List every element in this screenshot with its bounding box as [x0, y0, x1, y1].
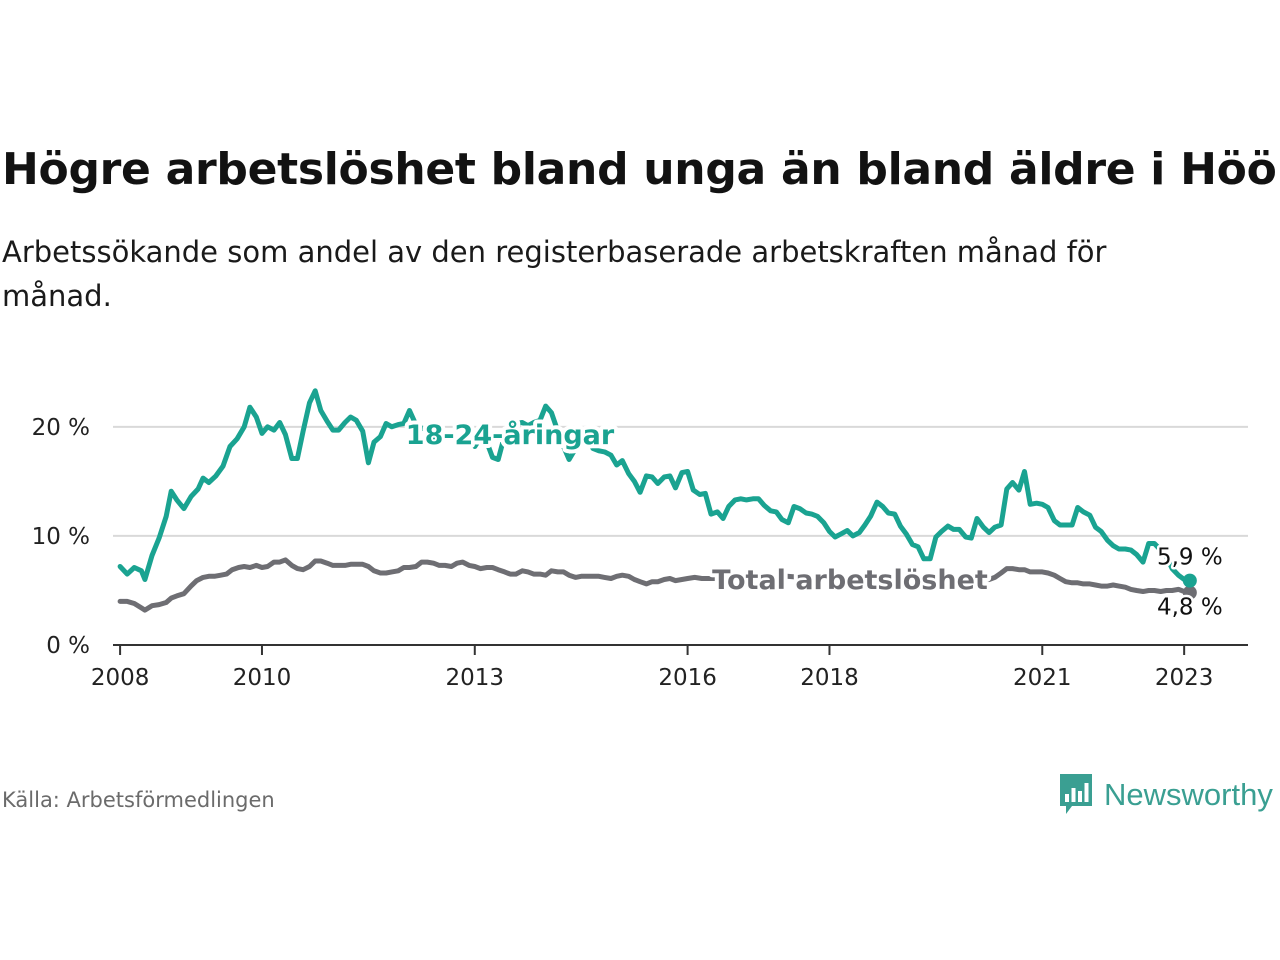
page-subtitle: Arbetssökande som andel av den registerb…: [2, 235, 1107, 313]
source-note: Källa: Arbetsförmedlingen: [2, 788, 275, 812]
end-marker: [1182, 573, 1197, 588]
x-ticks: 2008 2010 2013 2016 2018 2021 2023: [91, 645, 1214, 691]
y-tick-label: 10 %: [32, 524, 90, 550]
x-tick-label: 2013: [446, 665, 505, 691]
series-line-total: [117, 557, 1193, 613]
x-tick-label: 2023: [1155, 665, 1214, 691]
series-line-youth: [117, 388, 1193, 584]
newsworthy-icon: [1060, 774, 1092, 814]
end-markers: 5,9 %5,9 %4,8 %4,8 %: [1154, 542, 1225, 623]
series-label-youth: 18-24-åringar: [406, 419, 615, 451]
end-label-youth: 5,9 %: [1157, 545, 1223, 571]
series-label-youth-halo: 18-24-åringar: [406, 419, 615, 451]
page-title: Högre arbetslöshet bland unga än bland ä…: [2, 144, 1280, 195]
brand-logo[interactable]: Newsworthy: [1058, 772, 1273, 818]
y-tick-labels: 0 % 10 % 20 %: [32, 415, 90, 659]
end-label-total-halo: 4,8 %: [1157, 595, 1223, 621]
y-tick-label: 20 %: [32, 415, 90, 441]
brand-name: Newsworthy: [1104, 777, 1273, 812]
end-label-total: 4,8 %: [1157, 595, 1223, 621]
x-tick-label: 2008: [91, 665, 150, 691]
series-lines: [117, 388, 1193, 613]
x-tick-label: 2016: [658, 665, 717, 691]
x-tick-label: 2018: [800, 665, 859, 691]
series-label-total-halo: Total arbetslöshet: [712, 565, 988, 596]
series-label-total: Total arbetslöshet: [712, 565, 988, 596]
x-tick-label: 2010: [233, 665, 292, 691]
y-tick-label: 0 %: [46, 633, 90, 659]
end-marker: [1182, 585, 1197, 600]
x-tick-label: 2021: [1013, 665, 1072, 691]
line-chart: 0 % 10 % 20 % 2008 2010 2013 2016 2018 2021 2023…: [32, 388, 1248, 691]
end-label-youth-halo: 5,9 %: [1157, 545, 1223, 571]
